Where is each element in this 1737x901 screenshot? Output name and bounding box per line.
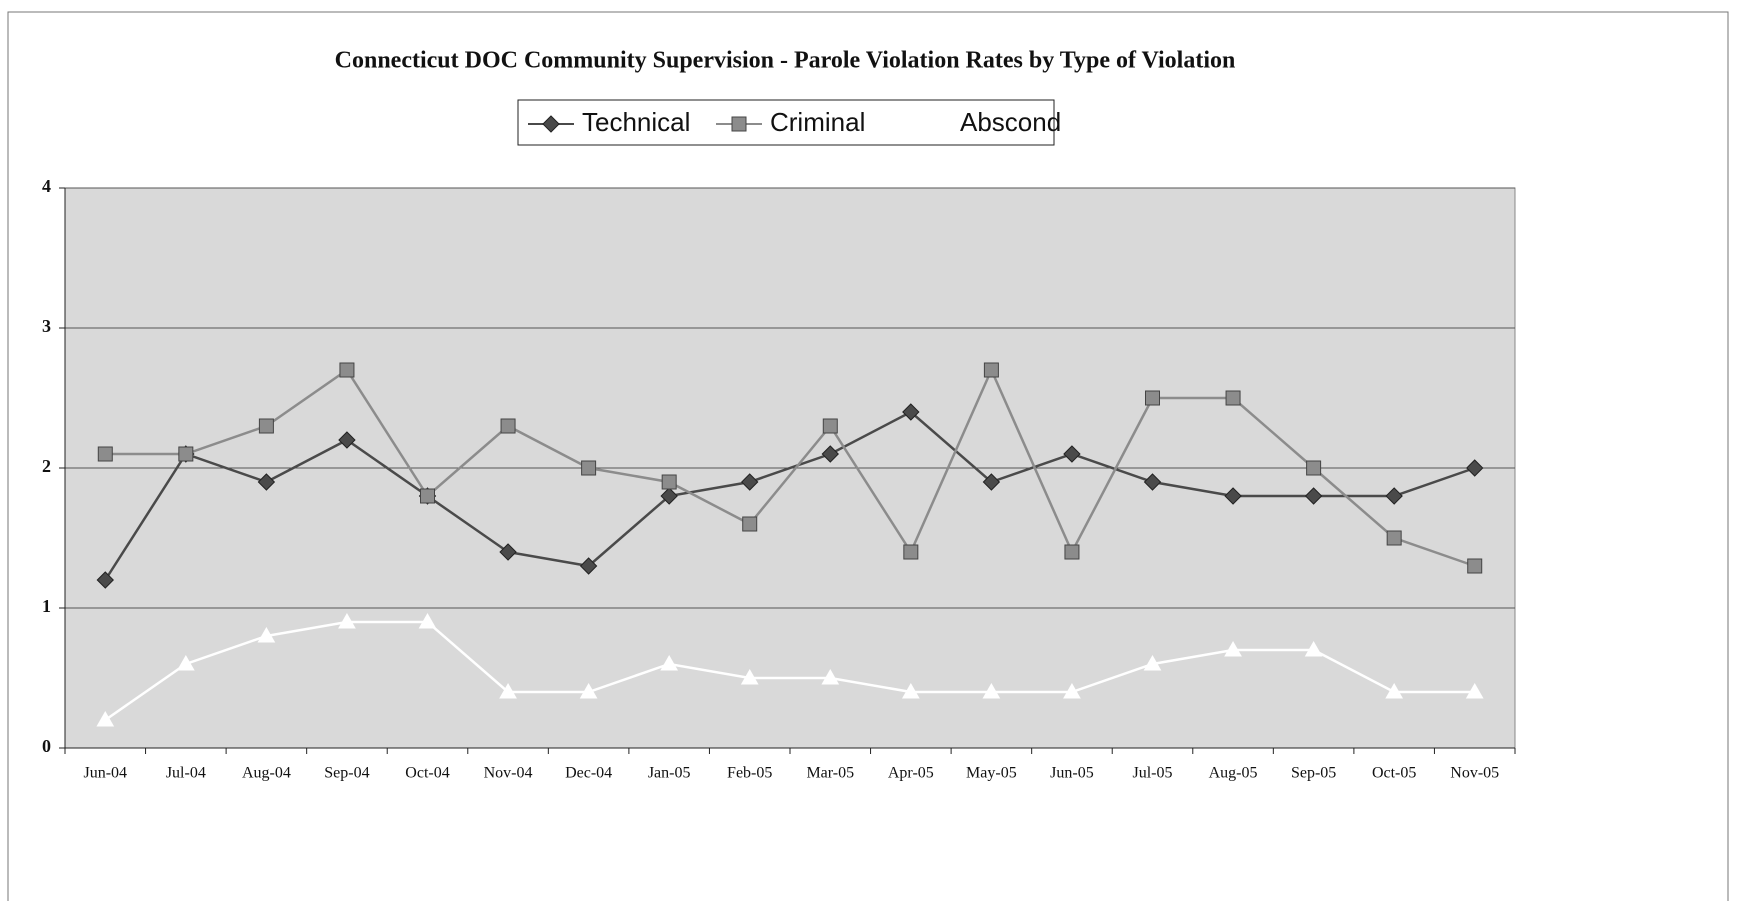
data-point (660, 654, 679, 671)
legend-marker (731, 116, 747, 132)
data-point (983, 362, 999, 378)
data-point (178, 446, 194, 462)
data-point (420, 488, 435, 504)
x-tick-label: Apr-05 (888, 765, 934, 782)
x-tick-label: Jun-04 (83, 765, 127, 782)
data-point (902, 403, 920, 421)
x-tick-label: Oct-04 (405, 765, 449, 782)
x-tick-label: Dec-04 (565, 765, 612, 782)
series-line (104, 620, 1475, 722)
data-point (1224, 640, 1242, 657)
data-point (257, 626, 276, 643)
series-line (105, 366, 1476, 568)
data-point (740, 668, 759, 685)
data-point (982, 473, 1001, 491)
data-point (1224, 487, 1242, 505)
legend-box (517, 99, 1055, 146)
y-tick-label: 2 (42, 456, 51, 476)
x-tick-label: Aug-05 (1209, 765, 1258, 782)
x-tick-label: Jun-05 (1050, 765, 1094, 782)
data-point (579, 557, 598, 575)
data-point (1306, 460, 1322, 476)
data-point (96, 571, 114, 589)
data-point (741, 473, 759, 491)
x-tick-label: Sep-04 (324, 765, 369, 782)
data-point (499, 682, 517, 699)
data-point (96, 710, 115, 727)
data-point (581, 460, 597, 476)
x-tick-label: Mar-05 (806, 765, 854, 782)
data-point (258, 418, 274, 434)
data-point (1467, 558, 1483, 574)
legend-label: Criminal (770, 107, 865, 137)
data-point (1386, 530, 1402, 546)
data-point (176, 654, 195, 671)
x-tick-label: Jul-04 (166, 765, 206, 782)
legend-marker (920, 114, 938, 131)
data-point (660, 487, 678, 505)
y-tick-label: 0 (42, 736, 51, 756)
legend-label: Technical (582, 107, 690, 137)
y-tick-label: 3 (42, 316, 51, 336)
y-tick-label: 4 (42, 176, 51, 196)
chart-border (7, 11, 1729, 901)
data-point (338, 612, 356, 629)
data-point (1225, 390, 1241, 406)
data-point (257, 473, 276, 491)
chart-title: Connecticut DOC Community Supervision - … (335, 48, 1236, 74)
x-tick-label: Nov-04 (484, 765, 533, 782)
data-point (661, 474, 677, 490)
data-point (499, 543, 517, 561)
data-point (579, 682, 598, 699)
data-point (1064, 544, 1080, 560)
legend-label: Abscond (960, 107, 1061, 137)
x-tick-label: Nov-05 (1450, 765, 1499, 782)
data-point (418, 612, 437, 629)
data-point (338, 431, 356, 449)
data-point (1063, 445, 1081, 463)
x-tick-label: Oct-05 (1372, 765, 1416, 782)
series-line (104, 410, 1476, 581)
data-point (1143, 654, 1162, 671)
x-tick-label: Feb-05 (727, 765, 772, 782)
data-point (97, 446, 113, 462)
x-tick-label: Jul-05 (1133, 765, 1173, 782)
y-tick-label: 1 (42, 596, 51, 616)
x-tick-label: Aug-04 (242, 765, 291, 782)
data-point (500, 418, 516, 434)
data-point (339, 362, 355, 378)
data-point (1063, 682, 1081, 699)
data-point (821, 445, 839, 463)
data-point (1304, 640, 1323, 657)
x-tick-label: Jan-05 (648, 765, 691, 782)
data-point (1385, 487, 1403, 505)
data-point (1145, 390, 1160, 406)
data-point (822, 418, 838, 434)
legend-marker (542, 115, 560, 133)
data-point (903, 544, 919, 560)
data-point (1465, 682, 1484, 699)
data-point (982, 682, 1001, 699)
data-point (1466, 459, 1484, 477)
x-tick-label: Sep-05 (1291, 765, 1336, 782)
data-point (1385, 682, 1404, 699)
data-point (1143, 473, 1162, 491)
data-point (742, 516, 758, 532)
data-point (1304, 487, 1323, 505)
data-point (821, 668, 840, 685)
data-point (901, 682, 920, 699)
x-tick-label: May-05 (966, 765, 1017, 782)
